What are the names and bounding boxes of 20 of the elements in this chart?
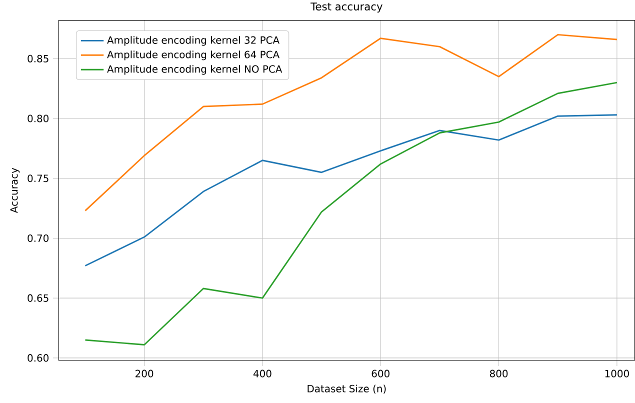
y-tick-label: 0.80: [28, 114, 49, 122]
x-tick-label: 800: [490, 370, 508, 378]
y-tick-label: 0.65: [28, 294, 48, 302]
y-axis-title: Accuracy: [10, 168, 20, 213]
line-series: [84, 82, 618, 346]
x-tick-label: 1000: [605, 370, 629, 378]
x-tick-label: 200: [136, 370, 154, 378]
chart-title: Test accuracy: [310, 2, 382, 13]
y-tick-label: 0.60: [28, 354, 49, 362]
y-tick-label: 0.85: [28, 54, 48, 62]
line-series: [84, 34, 618, 212]
y-tick-label: 0.70: [28, 234, 49, 242]
legend-label: Amplitude encoding kernel 32 PCA: [107, 36, 280, 46]
x-axis-title: Dataset Size (n): [308, 384, 386, 394]
y-tick-label: 0.75: [28, 174, 48, 182]
legend-label: Amplitude encoding kernel 64 PCA: [107, 50, 280, 60]
x-tick-label: 400: [253, 370, 272, 378]
line-series: [84, 114, 618, 266]
legend-label: Amplitude encoding kernel NO PCA: [107, 65, 282, 75]
x-tick-label: 600: [372, 370, 390, 378]
